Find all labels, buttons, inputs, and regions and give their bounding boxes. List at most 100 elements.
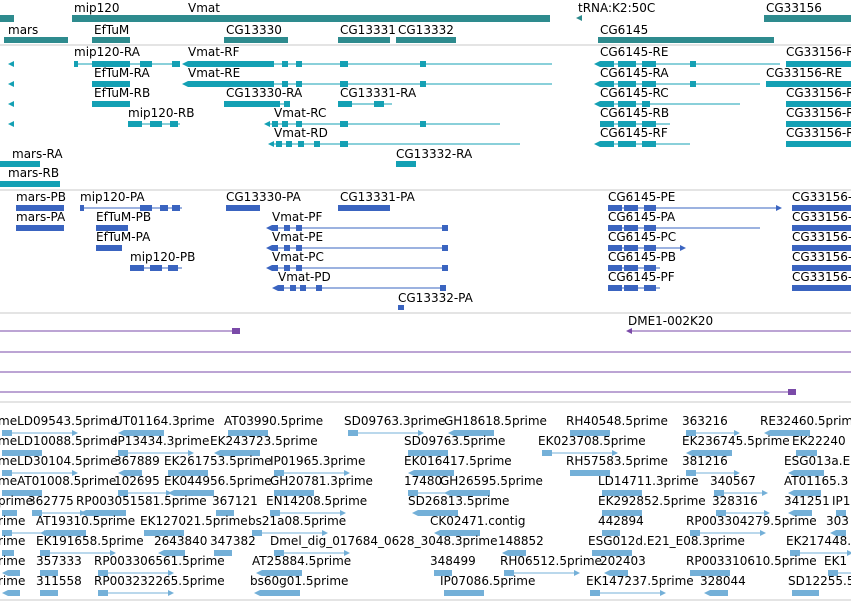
exon-block[interactable] xyxy=(792,225,851,231)
exon-block[interactable] xyxy=(792,265,851,271)
protein-label[interactable]: CG6145-PF xyxy=(608,270,675,284)
cdna-label[interactable]: AT01165.3 xyxy=(784,474,848,488)
transcript-label[interactable]: CG6145-RE xyxy=(600,45,668,59)
transcript-label[interactable]: CG13332-RA xyxy=(396,147,473,161)
gene-label-cg6145[interactable]: CG6145 xyxy=(600,23,648,37)
exon-block[interactable] xyxy=(272,225,278,231)
transcript-label[interactable]: CG33156-R xyxy=(786,86,851,100)
exon-block[interactable] xyxy=(276,141,282,147)
exon-block[interactable] xyxy=(600,121,614,127)
protein-label[interactable]: CG6145-PB xyxy=(608,250,676,264)
cdna-block[interactable] xyxy=(796,450,817,456)
exon-block[interactable] xyxy=(600,101,614,107)
cdna-block[interactable] xyxy=(164,550,185,556)
exon-block[interactable] xyxy=(600,61,614,67)
cdna-label[interactable]: 347382 xyxy=(210,534,256,548)
gene-bar[interactable] xyxy=(598,37,774,43)
cdna-label[interactable]: 202403 xyxy=(600,554,646,568)
cdna-block[interactable] xyxy=(508,550,526,556)
exon-block[interactable] xyxy=(624,205,638,211)
cdna-block[interactable] xyxy=(602,510,642,516)
cdna-label[interactable]: SD12255.5 xyxy=(788,574,851,588)
cdna-label[interactable]: rime xyxy=(0,534,25,548)
exon-block[interactable] xyxy=(442,245,448,251)
protein-label[interactable]: CG33156- xyxy=(792,190,851,204)
protein-label[interactable]: CG13332-PA xyxy=(398,291,474,305)
transcript-label[interactable]: EfTuM-RA xyxy=(94,66,150,80)
cdna-block[interactable] xyxy=(690,570,730,576)
cdna-label[interactable]: meAT01008.5prime xyxy=(0,474,116,488)
cdna-block[interactable] xyxy=(602,530,620,536)
exon-block[interactable] xyxy=(272,245,278,251)
protein-label[interactable]: CG6145-PA xyxy=(608,210,676,224)
cdna-block[interactable] xyxy=(450,490,490,496)
cdna-block[interactable] xyxy=(692,450,732,456)
cdna-block[interactable] xyxy=(8,570,20,576)
exon-block[interactable] xyxy=(642,81,656,87)
exon-block[interactable] xyxy=(296,61,302,67)
cdna-block[interactable] xyxy=(98,570,108,576)
exon-block[interactable] xyxy=(374,101,384,107)
exon-block[interactable] xyxy=(0,181,60,187)
cdna-block[interactable] xyxy=(124,470,142,476)
protein-label[interactable]: CG33156- xyxy=(792,230,851,244)
cdna-label[interactable]: EK236745.5prime xyxy=(682,434,790,448)
exon-block[interactable] xyxy=(440,285,446,291)
exon-block[interactable] xyxy=(314,141,320,147)
cdna-block[interactable] xyxy=(46,530,86,536)
protein-label[interactable]: mip120-PA xyxy=(80,190,145,204)
cdna-label[interactable]: bs21a08.5prime xyxy=(248,514,346,528)
cdna-block[interactable] xyxy=(40,590,58,596)
cdna-label[interactable]: SD09763.3prime xyxy=(344,414,445,428)
transcript-label[interactable]: Vmat-RD xyxy=(274,126,328,140)
exon-block[interactable] xyxy=(690,81,696,87)
cdna-block[interactable] xyxy=(570,430,610,436)
gene-bar[interactable] xyxy=(764,15,851,22)
exon-block[interactable] xyxy=(792,205,851,211)
exon-block[interactable] xyxy=(618,101,636,107)
exon-block[interactable] xyxy=(188,61,274,67)
exon-block[interactable] xyxy=(290,285,296,291)
cdna-block[interactable] xyxy=(118,490,128,496)
cdna-label[interactable]: RP003310610.5prime xyxy=(686,554,817,568)
exon-block[interactable] xyxy=(644,265,656,271)
cdna-block[interactable] xyxy=(262,570,302,576)
cdna-block[interactable] xyxy=(686,470,696,476)
transcript-label[interactable]: CG6145-RF xyxy=(600,126,668,140)
exon-block[interactable] xyxy=(608,285,622,291)
cdna-block[interactable] xyxy=(274,490,314,496)
exon-block[interactable] xyxy=(284,101,290,107)
cdna-label[interactable]: SD09763.5prime xyxy=(404,434,505,448)
cdna-label[interactable]: 328044 xyxy=(700,574,746,588)
exon-block[interactable] xyxy=(608,245,622,251)
exon-block[interactable] xyxy=(340,121,348,127)
gene-label-eftum[interactable]: EfTuM xyxy=(94,23,129,37)
cdna-block[interactable] xyxy=(2,430,12,436)
exon-block[interactable] xyxy=(284,265,290,271)
transcript-label[interactable]: CG33156-R xyxy=(786,126,851,140)
exon-block[interactable] xyxy=(170,121,178,127)
cdna-label[interactable]: RH06512.5prime xyxy=(500,554,602,568)
exon-block[interactable] xyxy=(150,265,162,271)
cdna-block[interactable] xyxy=(124,430,164,436)
exon-block[interactable] xyxy=(644,225,656,231)
exon-block[interactable] xyxy=(644,245,656,251)
gene-label-vmat[interactable]: Vmat xyxy=(188,1,220,15)
exon-block[interactable] xyxy=(284,225,290,231)
exon-block[interactable] xyxy=(624,225,638,231)
exon-block[interactable] xyxy=(642,121,656,127)
exon-block[interactable] xyxy=(282,61,288,67)
cdna-block[interactable] xyxy=(794,490,821,496)
cdna-block[interactable] xyxy=(794,470,824,476)
exon-block[interactable] xyxy=(224,101,280,107)
exon-block[interactable] xyxy=(786,141,851,147)
exon-block[interactable] xyxy=(608,225,622,231)
cdna-label[interactable]: 363216 xyxy=(682,414,728,428)
cdna-block[interactable] xyxy=(8,590,20,596)
cdna-block[interactable] xyxy=(86,510,126,516)
cdna-label[interactable]: 341251 xyxy=(784,494,830,508)
cdna-label[interactable]: RP003306561.5prime xyxy=(94,554,225,568)
exon-block[interactable] xyxy=(140,61,152,67)
cdna-block[interactable] xyxy=(118,450,128,456)
cdna-block[interactable] xyxy=(2,510,17,516)
